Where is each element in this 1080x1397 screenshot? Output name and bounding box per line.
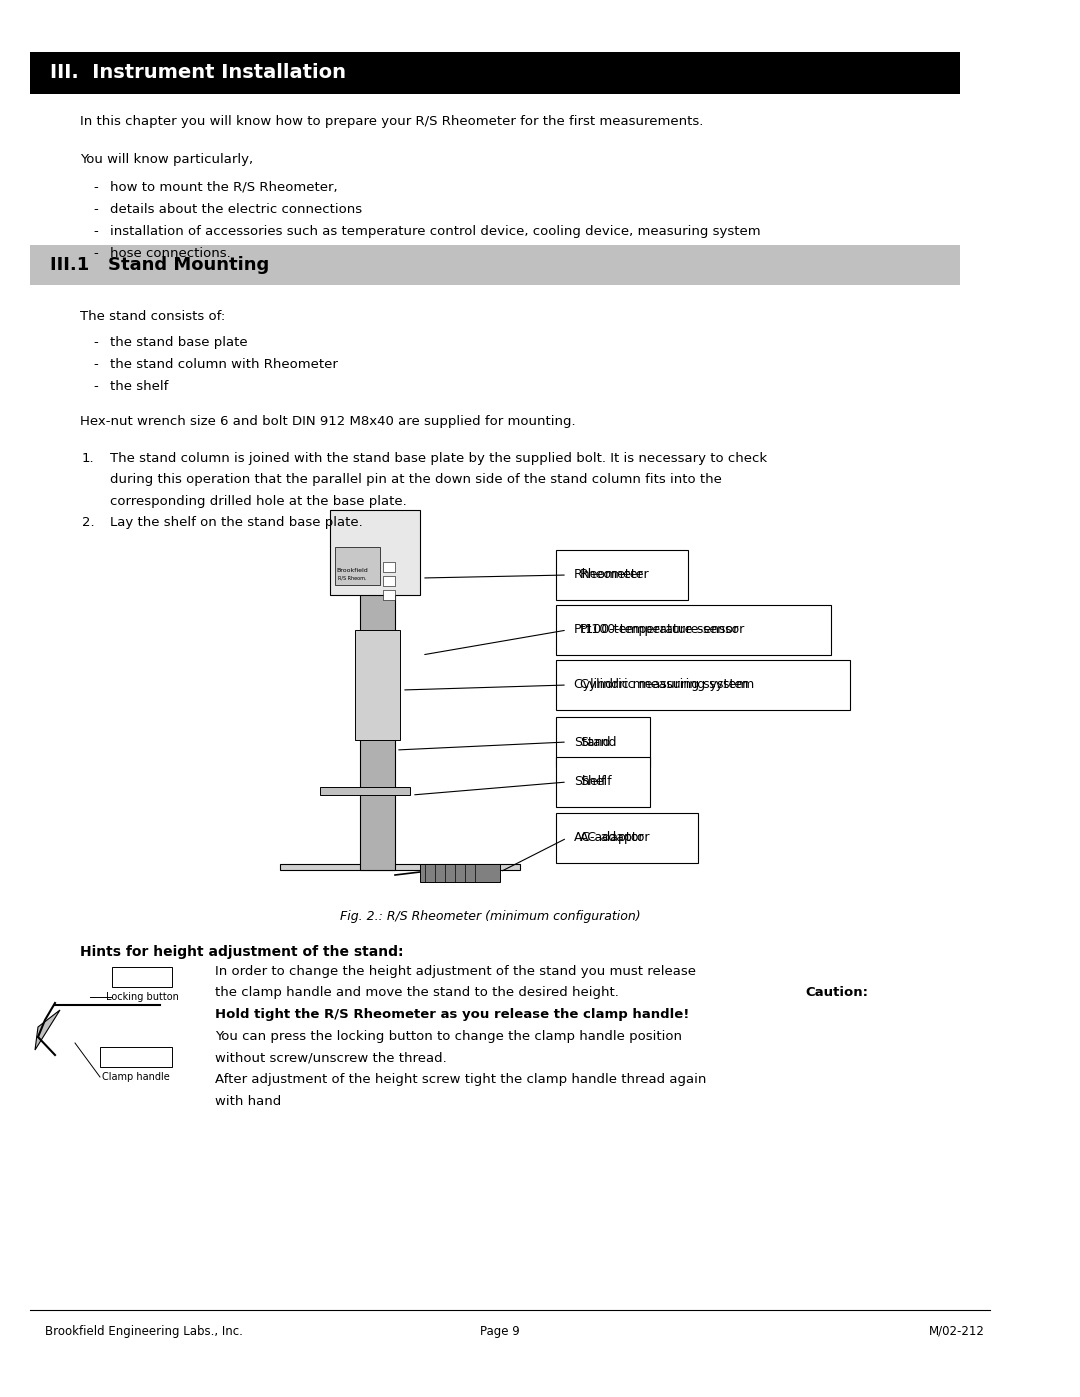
Text: The stand column is joined with the stand base plate by the supplied bolt. It is: The stand column is joined with the stan… bbox=[110, 453, 767, 465]
Text: You can press the locking button to change the clamp handle position: You can press the locking button to chan… bbox=[215, 1030, 681, 1044]
Text: -: - bbox=[93, 225, 98, 237]
FancyBboxPatch shape bbox=[556, 717, 650, 767]
Text: -: - bbox=[93, 182, 98, 194]
Text: Hints for height adjustment of the stand:: Hints for height adjustment of the stand… bbox=[80, 944, 404, 958]
Text: Brookfield Engineering Labs., Inc.: Brookfield Engineering Labs., Inc. bbox=[45, 1324, 243, 1338]
Text: hose connections.: hose connections. bbox=[110, 247, 231, 260]
Text: the shelf: the shelf bbox=[110, 380, 168, 393]
Text: In order to change the height adjustment of the stand you must release: In order to change the height adjustment… bbox=[215, 965, 696, 978]
Bar bbox=[383, 590, 395, 599]
Bar bbox=[383, 576, 395, 585]
FancyBboxPatch shape bbox=[30, 244, 960, 285]
Text: during this operation that the parallel pin at the down side of the stand column: during this operation that the parallel … bbox=[110, 474, 721, 486]
FancyBboxPatch shape bbox=[556, 550, 688, 599]
Text: AC-adaptor: AC-adaptor bbox=[573, 831, 645, 845]
Text: You will know particularly,: You will know particularly, bbox=[80, 154, 253, 166]
Bar bbox=[112, 967, 172, 988]
Text: -: - bbox=[93, 337, 98, 349]
Text: Shelf: Shelf bbox=[573, 775, 606, 788]
FancyBboxPatch shape bbox=[556, 813, 698, 863]
Text: the clamp handle and move the stand to the desired height.: the clamp handle and move the stand to t… bbox=[215, 986, 627, 999]
Bar bbox=[360, 570, 395, 870]
Text: Shelf: Shelf bbox=[580, 775, 611, 788]
Text: Fig. 2.: R/S Rheometer (minimum configuration): Fig. 2.: R/S Rheometer (minimum configur… bbox=[340, 909, 640, 923]
Text: details about the electric connections: details about the electric connections bbox=[110, 203, 362, 217]
Text: Rheometer: Rheometer bbox=[573, 569, 644, 581]
Text: Caution:: Caution: bbox=[805, 986, 868, 999]
Bar bbox=[355, 630, 400, 740]
FancyBboxPatch shape bbox=[556, 757, 650, 807]
Text: Lay the shelf on the stand base plate.: Lay the shelf on the stand base plate. bbox=[110, 517, 363, 529]
Text: M/02-212: M/02-212 bbox=[929, 1324, 985, 1338]
Text: -: - bbox=[93, 203, 98, 217]
Text: Cylindric measuring system: Cylindric measuring system bbox=[580, 679, 754, 692]
Text: 2.: 2. bbox=[82, 517, 95, 529]
Text: -: - bbox=[93, 358, 98, 372]
Bar bbox=[335, 548, 380, 585]
Text: Hold tight the R/S Rheometer as you release the clamp handle!: Hold tight the R/S Rheometer as you rele… bbox=[215, 1009, 689, 1021]
Text: how to mount the R/S Rheometer,: how to mount the R/S Rheometer, bbox=[110, 182, 338, 194]
Text: Stand: Stand bbox=[580, 735, 617, 749]
Bar bbox=[420, 863, 500, 882]
Text: Locking button: Locking button bbox=[106, 992, 178, 1002]
Text: Page 9: Page 9 bbox=[481, 1324, 519, 1338]
Text: -: - bbox=[93, 380, 98, 393]
Text: The stand consists of:: The stand consists of: bbox=[80, 310, 226, 323]
FancyBboxPatch shape bbox=[556, 659, 850, 710]
FancyBboxPatch shape bbox=[30, 52, 960, 94]
Text: Pt100-temperature-sensor: Pt100-temperature-sensor bbox=[580, 623, 745, 637]
Text: Brookfield: Brookfield bbox=[336, 569, 368, 573]
Bar bbox=[330, 510, 420, 595]
Text: the stand base plate: the stand base plate bbox=[110, 337, 247, 349]
Text: installation of accessories such as temperature control device, cooling device, : installation of accessories such as temp… bbox=[110, 225, 760, 237]
Text: 1.: 1. bbox=[82, 453, 95, 465]
Text: without screw/unscrew the thread.: without screw/unscrew the thread. bbox=[215, 1052, 447, 1065]
Polygon shape bbox=[35, 1010, 60, 1051]
Text: After adjustment of the height screw tight the clamp handle thread again: After adjustment of the height screw tig… bbox=[215, 1073, 706, 1085]
FancyBboxPatch shape bbox=[556, 605, 831, 655]
Text: corresponding drilled hole at the base plate.: corresponding drilled hole at the base p… bbox=[110, 495, 407, 509]
Text: Cylindric measuring system: Cylindric measuring system bbox=[573, 679, 748, 692]
Text: III.1   Stand Mounting: III.1 Stand Mounting bbox=[50, 256, 269, 274]
Text: R/S Rheom.: R/S Rheom. bbox=[338, 576, 366, 581]
Text: Pt100-temperature-sensor: Pt100-temperature-sensor bbox=[573, 623, 739, 637]
Bar bbox=[383, 562, 395, 571]
Text: Rheometer: Rheometer bbox=[580, 569, 650, 581]
Text: Hex-nut wrench size 6 and bolt DIN 912 M8x40 are supplied for mounting.: Hex-nut wrench size 6 and bolt DIN 912 M… bbox=[80, 415, 576, 427]
Bar bbox=[320, 787, 410, 795]
Text: -: - bbox=[93, 247, 98, 260]
Text: AC-adaptor: AC-adaptor bbox=[580, 831, 650, 845]
Text: with hand: with hand bbox=[215, 1095, 281, 1108]
Bar bbox=[280, 863, 519, 870]
Text: In this chapter you will know how to prepare your R/S Rheometer for the first me: In this chapter you will know how to pre… bbox=[80, 115, 703, 129]
Text: Stand: Stand bbox=[573, 735, 610, 749]
Bar bbox=[100, 1046, 172, 1067]
Text: Clamp handle: Clamp handle bbox=[103, 1071, 170, 1083]
Text: III.  Instrument Installation: III. Instrument Installation bbox=[50, 63, 346, 82]
Text: the stand column with Rheometer: the stand column with Rheometer bbox=[110, 358, 338, 372]
